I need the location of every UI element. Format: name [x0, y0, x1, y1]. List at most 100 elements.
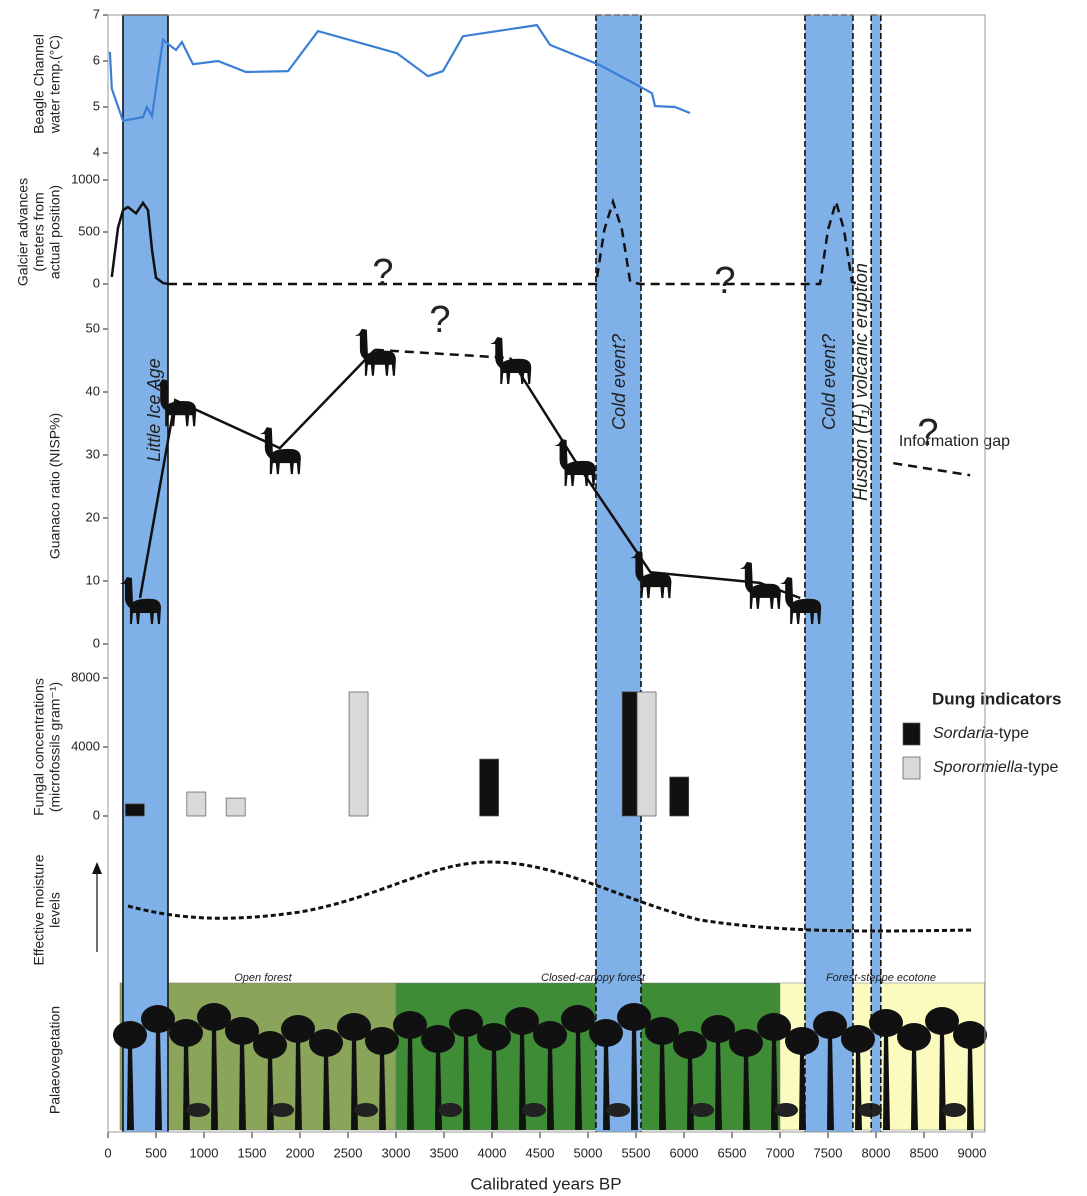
guanaco-marker [740, 562, 781, 609]
tree-canopy [169, 1019, 203, 1047]
zone-label: Closed-canopy forest [541, 972, 646, 984]
y-tick-label: 7 [93, 6, 100, 21]
tree-canopy [897, 1023, 931, 1051]
y-tick-label: 30 [86, 446, 100, 461]
guanaco-marker [355, 329, 396, 376]
x-tick-label: 1000 [190, 1145, 219, 1160]
annotation: ? [372, 252, 393, 294]
y-tick-label: 500 [78, 223, 100, 238]
x-tick-label: 4500 [526, 1145, 555, 1160]
bar [637, 692, 656, 816]
tree-canopy [533, 1021, 567, 1049]
bar [349, 692, 368, 816]
shrub [438, 1103, 462, 1117]
x-axis-title: Calibrated years BP [470, 1174, 621, 1193]
y-tick-label: 50 [86, 320, 100, 335]
x-tick-label: 500 [145, 1145, 167, 1160]
shrub [354, 1103, 378, 1117]
y-tick-label: 4000 [71, 738, 100, 753]
legend-title: Dung indicators [932, 689, 1061, 708]
y-tick-label: 8000 [71, 669, 100, 684]
x-tick-label: 8000 [862, 1145, 891, 1160]
tree-canopy [673, 1031, 707, 1059]
x-tick-label: 7500 [814, 1145, 843, 1160]
y-tick-label: 5 [93, 98, 100, 113]
shrub [942, 1103, 966, 1117]
shrub [690, 1103, 714, 1117]
guanaco-marker [555, 439, 596, 486]
tree-canopy [477, 1023, 511, 1051]
y-axis-title: (microfossils gram⁻¹) [47, 682, 63, 812]
y-tick-label: 1000 [71, 171, 100, 186]
shrub [522, 1103, 546, 1117]
y-tick-label: 0 [93, 807, 100, 822]
bar [187, 792, 206, 816]
series-line [140, 350, 375, 598]
y-axis-title: Beagle Channel [31, 34, 47, 134]
shaded-period [596, 15, 641, 1132]
y-axis-title: Fungal concentrations [31, 678, 47, 816]
y-axis-title: Galcier advances [15, 178, 31, 286]
x-tick-label: 5000 [574, 1145, 603, 1160]
guanaco-marker [490, 337, 531, 384]
band-layer [123, 15, 881, 1132]
x-tick-label: 2500 [334, 1145, 363, 1160]
series-line [893, 463, 970, 475]
y-tick-label: 20 [86, 509, 100, 524]
tree-canopy [841, 1025, 875, 1053]
shrub [270, 1103, 294, 1117]
x-tick-label: 1500 [238, 1145, 267, 1160]
legend-swatch [903, 723, 920, 745]
y-axis-title: water temp.(°C) [47, 35, 63, 134]
tree-canopy [785, 1027, 819, 1055]
y-axis-title: (meters from [31, 192, 47, 271]
series-line [168, 202, 860, 284]
bar [125, 804, 144, 816]
y-axis-title: levels [47, 892, 63, 928]
annotation: ? [714, 260, 735, 302]
x-tick-label: 9000 [958, 1145, 987, 1160]
band-label: Little Ice Age [144, 358, 164, 461]
moisture-arrowhead [92, 862, 102, 874]
chart: 0500100015002000250030003500400045005000… [0, 0, 1087, 1196]
band-label: Cold event? [819, 334, 839, 430]
x-tick-label: 6500 [718, 1145, 747, 1160]
legend-swatch [903, 757, 920, 779]
shrub [774, 1103, 798, 1117]
x-tick-label: 5500 [622, 1145, 651, 1160]
tree-canopy [113, 1021, 147, 1049]
shaded-period [871, 15, 881, 1132]
band-label: Husdon (H₁) volcanic eruption [851, 263, 871, 501]
bar [226, 798, 245, 816]
y-tick-label: 40 [86, 383, 100, 398]
shrub [186, 1103, 210, 1117]
tree-canopy [589, 1019, 623, 1047]
y-axis-title: Guanaco ratio (NISP%) [47, 413, 63, 559]
y-tick-label: 10 [86, 572, 100, 587]
x-tick-label: 3500 [430, 1145, 459, 1160]
y-tick-label: 6 [93, 52, 100, 67]
shrub [858, 1103, 882, 1117]
band-label: Cold event? [609, 334, 629, 430]
y-axis-title: Effective moisture [31, 854, 47, 965]
legend-label: Sporormiella-type [933, 759, 1058, 776]
y-axis-title: Palaeovegetation [47, 1006, 63, 1114]
x-tick-label: 2000 [286, 1145, 315, 1160]
y-tick-label: 0 [93, 275, 100, 290]
x-tick-label: 3000 [382, 1145, 411, 1160]
y-tick-label: 4 [93, 144, 100, 159]
bar [670, 777, 689, 816]
tree-canopy [729, 1029, 763, 1057]
x-tick-label: 6000 [670, 1145, 699, 1160]
shrub [606, 1103, 630, 1117]
annotation: Information gap [899, 433, 1010, 450]
zone-label: Open forest [234, 972, 292, 984]
x-tick-label: 0 [104, 1145, 111, 1160]
shaded-period [805, 15, 853, 1132]
y-tick-label: 0 [93, 635, 100, 650]
x-tick-label: 8500 [910, 1145, 939, 1160]
x-tick-label: 7000 [766, 1145, 795, 1160]
tree-canopy [365, 1027, 399, 1055]
series-line [510, 358, 800, 598]
annotation: ? [429, 299, 450, 341]
